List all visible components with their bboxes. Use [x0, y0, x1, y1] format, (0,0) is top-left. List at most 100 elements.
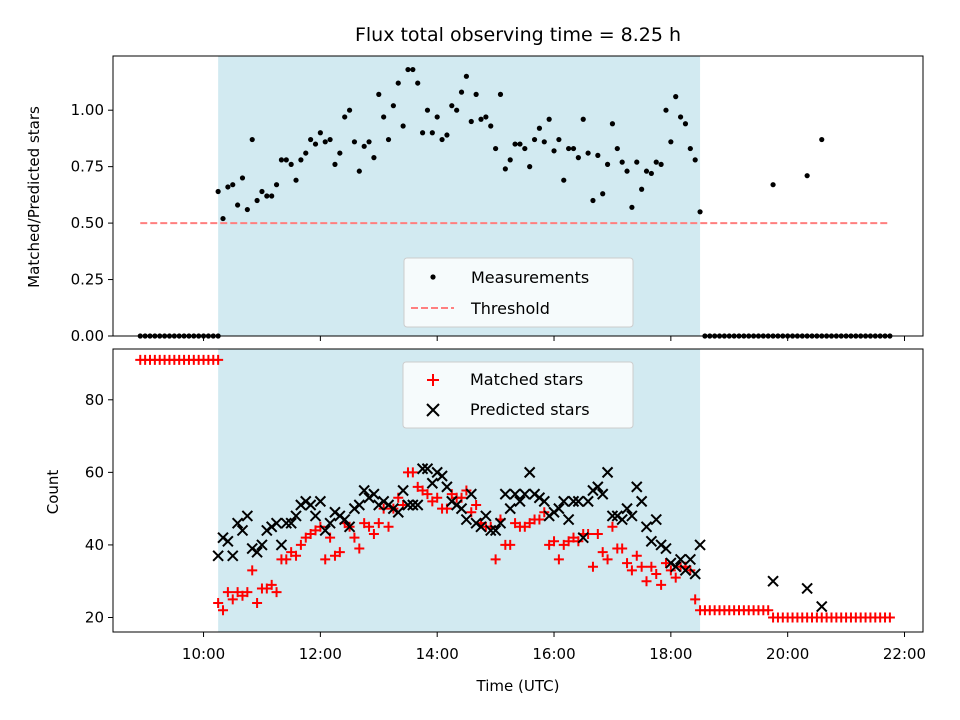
predicted-star-point [251, 546, 263, 558]
measurement-point [371, 155, 377, 161]
measurement-point [332, 161, 338, 167]
measurement-point [458, 89, 465, 95]
predicted-star-point [572, 495, 585, 508]
matched-star-point [631, 550, 642, 561]
predicted-star-point [460, 513, 473, 526]
matched-star-point [266, 579, 277, 590]
measurement-point [376, 91, 382, 97]
predicted-star-point [275, 539, 288, 551]
predicted-star-point [441, 481, 453, 493]
matched-star-point [407, 467, 418, 478]
predicted-star-point [679, 564, 692, 577]
measurement-point [327, 136, 333, 143]
measurement-point [220, 215, 226, 222]
measurement-point [337, 150, 343, 156]
matched-star-point [213, 354, 224, 365]
measurement-point [283, 157, 289, 163]
measurement-point [804, 173, 810, 179]
matched-star-point [602, 554, 613, 565]
measurement-point [580, 116, 586, 122]
measurement-point [468, 118, 474, 125]
measurement-point [308, 136, 314, 143]
predicted-star-point [270, 517, 283, 529]
predicted-star-point [582, 495, 594, 508]
measurement-point [483, 114, 489, 120]
predicted-star-point [523, 466, 536, 479]
matched-star-point [222, 587, 233, 598]
measurement-point [322, 139, 328, 145]
matched-star-point [617, 543, 628, 554]
predicted-star-point [514, 495, 526, 508]
matched-star-point [505, 539, 516, 550]
measurement-point [346, 107, 353, 113]
predicted-star-point [324, 517, 336, 529]
matched-star-point [213, 597, 224, 608]
predicted-star-point [645, 535, 658, 548]
legend-matched-marker [427, 374, 439, 386]
predicted-star-point [509, 488, 521, 500]
measurement-point [259, 188, 265, 195]
predicted-star-point [353, 499, 366, 511]
matched-star-point [884, 612, 895, 623]
predicted-star-point [402, 499, 414, 511]
count-panel-frame [112, 348, 924, 633]
count-legend: Matched stars Predicted stars [402, 361, 634, 429]
predicted-star-point [694, 539, 706, 551]
time-x-tick-label: 18:00 [649, 645, 692, 663]
measurement-point [230, 182, 236, 188]
predicted-star-point [236, 524, 249, 537]
matched-star-point [553, 554, 564, 565]
measurement-point [342, 114, 348, 120]
count-legend-box [402, 361, 634, 429]
measurement-point [643, 168, 650, 174]
ratio-panel: 0.00 0.25 0.50 0.75 1.00 Flux total observin… [25, 24, 924, 345]
measurement-point [609, 121, 616, 127]
ratio-y-tick-label: 0.50 [71, 214, 104, 232]
time-x-tick-label: 14:00 [416, 645, 459, 663]
ratio-y-tick-label: 0.25 [71, 271, 104, 289]
measurement-point [298, 157, 304, 163]
predicted-star-point [660, 542, 672, 555]
legend-measurements-marker [430, 274, 436, 280]
predicted-star-point [343, 521, 356, 533]
predicted-star-point [689, 568, 701, 580]
matched-star-point [432, 492, 443, 503]
predicted-star-point [577, 531, 589, 544]
ratio-y-tick-label: 1.00 [71, 101, 104, 119]
time-x-axis-label: Time (UTC) [476, 677, 560, 695]
predicted-star-point [480, 510, 492, 522]
predicted-star-point [392, 506, 404, 518]
predicted-star-point [519, 488, 531, 500]
measurement-point [658, 161, 664, 167]
predicted-star-point [368, 488, 380, 500]
predicted-star-point [358, 484, 370, 497]
predicted-star-point [562, 513, 575, 526]
matched-star-point [218, 605, 229, 616]
measurement-point [600, 191, 606, 197]
count-y-tick-label: 80 [85, 391, 104, 409]
predicted-star-point [592, 481, 604, 493]
legend-matched-label: Matched stars [470, 370, 583, 389]
measurement-point [454, 107, 460, 113]
predicted-star-point [407, 499, 419, 511]
matched-star-point [320, 554, 331, 565]
ratio-legend: Measurements Threshold [403, 257, 634, 328]
measurement-point [235, 202, 241, 208]
predicted-star-point [504, 502, 516, 515]
measurement-point [531, 136, 538, 143]
measurement-point [244, 206, 250, 213]
measurement-point [439, 136, 445, 143]
legend-predicted-marker [426, 403, 440, 417]
measurement-point [254, 197, 260, 204]
legend-measurements-label: Measurements [471, 268, 589, 287]
measurement-point [385, 136, 392, 143]
measurement-point [692, 157, 698, 163]
predicted-star-point [626, 510, 638, 522]
measurement-point [517, 141, 523, 147]
measurement-point [629, 204, 635, 210]
count-y-tick-label: 20 [85, 608, 104, 626]
predicted-star-point [601, 466, 614, 479]
predicted-star-point [309, 510, 322, 522]
predicted-star-point [621, 502, 633, 515]
